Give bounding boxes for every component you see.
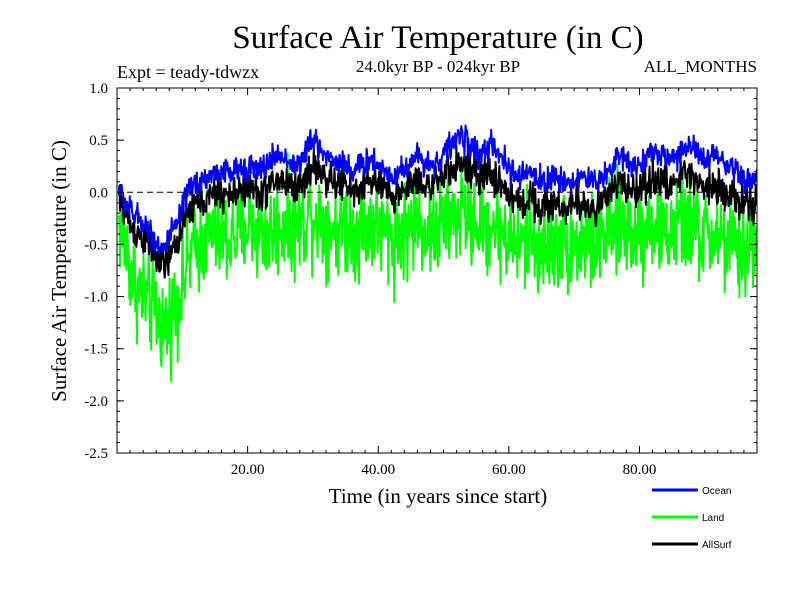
y-tick-label: 0.0 (89, 185, 108, 201)
y-tick-label: 1.0 (89, 81, 108, 97)
y-tick-label: -1.0 (84, 290, 108, 306)
legend-label-allsurf: AllSurf (702, 540, 732, 551)
y-axis-label: Surface Air Temperature (in C) (47, 140, 71, 402)
x-axis-label: Time (in years since start) (329, 484, 548, 508)
chart-title: Surface Air Temperature (in C) (232, 20, 643, 56)
series-line-land (118, 152, 757, 383)
y-tick-label: 0.5 (89, 133, 108, 149)
series-layer (118, 124, 757, 383)
x-tick-label: 80.00 (623, 462, 657, 478)
plot-frame (116, 87, 758, 454)
legend-label-land: Land (702, 513, 724, 524)
period-label: ALL_MONTHS (644, 57, 757, 76)
y-tick-label: -0.5 (84, 237, 108, 253)
y-axis: -2.5 -2.0 -1.5 -1.0 -0.5 0.0 0.5 1.0 (84, 81, 757, 462)
x-axis: 20.00 40.00 60.00 80.00 (129, 88, 745, 478)
series-line-allsurf (118, 145, 757, 279)
experiment-label: Expt = teady-tdwzx (117, 62, 259, 82)
x-tick-label: 20.00 (231, 462, 265, 478)
legend: Ocean Land AllSurf (652, 486, 732, 551)
y-tick-label: -2.0 (84, 394, 108, 410)
x-tick-label: 60.00 (492, 462, 526, 478)
y-tick-label: -2.5 (84, 446, 108, 462)
y-tick-label: -1.5 (84, 342, 108, 358)
chart-subtitle: 24.0kyr BP - 024kyr BP (356, 57, 520, 76)
series-line-ocean (118, 124, 757, 255)
legend-label-ocean: Ocean (702, 486, 731, 497)
x-tick-label: 40.00 (361, 462, 395, 478)
